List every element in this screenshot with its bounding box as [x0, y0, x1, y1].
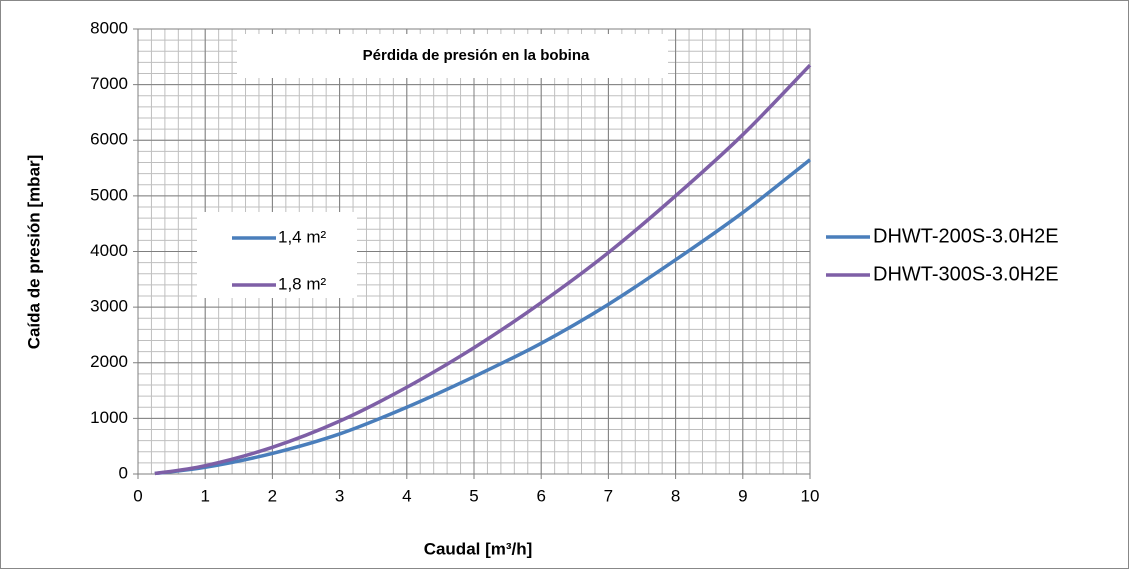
y-tick-label: 0: [119, 463, 128, 482]
y-tick-label: 6000: [90, 130, 128, 149]
x-axis-label: Caudal [m³/h]: [424, 539, 533, 558]
legend-label: DHWT-200S-3.0H2E: [873, 225, 1059, 247]
y-tick-label: 1000: [90, 408, 128, 427]
y-tick-label: 4000: [90, 241, 128, 260]
y-tick-label: 8000: [90, 18, 128, 37]
y-tick-label: 7000: [90, 74, 128, 93]
y-axis-label: Caída de presión [mbar]: [24, 155, 43, 350]
x-tick-label: 10: [801, 486, 820, 505]
legend-label: DHWT-300S-3.0H2E: [873, 263, 1059, 285]
x-tick-label: 6: [536, 486, 545, 505]
plot-border: [137, 28, 811, 475]
x-tick-label: 2: [268, 486, 277, 505]
lines: [154, 63, 812, 476]
x-tick-label: 5: [469, 486, 478, 505]
inner-legend-box: [197, 212, 357, 298]
x-tick-label: 3: [335, 486, 344, 505]
x-tick-label: 0: [133, 486, 142, 505]
inner-legend-label: 1,4 m²: [278, 227, 327, 246]
x-tick-label: 4: [402, 486, 411, 505]
x-tick-label: 8: [671, 486, 680, 505]
y-tick-label: 3000: [90, 297, 128, 316]
x-tick-label: 1: [200, 486, 209, 505]
x-tick-label: 7: [604, 486, 613, 505]
series-line: [154, 158, 812, 476]
y-tick-label: 2000: [90, 352, 128, 371]
title-box: [237, 34, 668, 78]
series-line: [154, 63, 812, 476]
x-tick-label: 9: [738, 486, 747, 505]
inner-legend-label: 1,8 m²: [278, 274, 327, 293]
chart-title: Pérdida de presión en la bobina: [363, 47, 590, 64]
y-tick-label: 5000: [90, 185, 128, 204]
